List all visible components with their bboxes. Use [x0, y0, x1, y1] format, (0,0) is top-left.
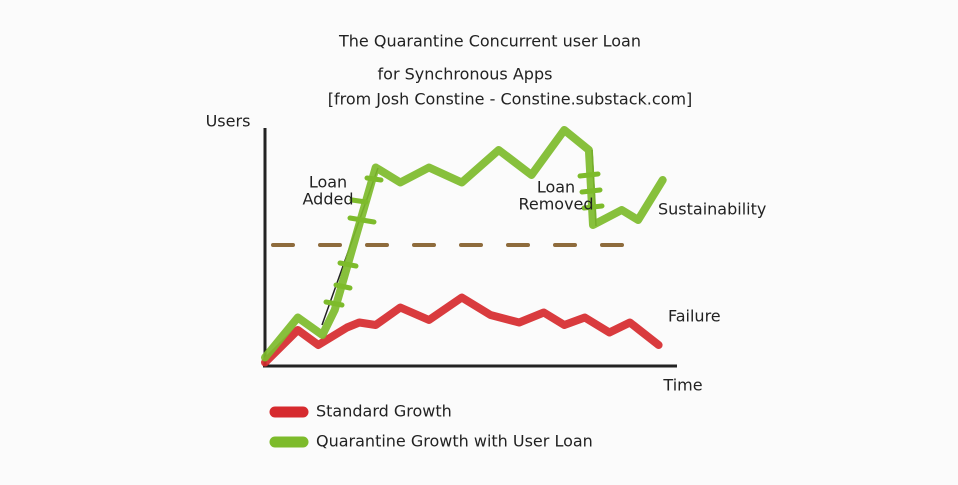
annotation: Loan [309, 173, 347, 192]
x-axis-label: Time [662, 376, 702, 395]
annotation: Added [303, 190, 354, 209]
plot-area [261, 126, 667, 367]
legend-label: Quarantine Growth with User Loan [316, 432, 593, 451]
annotation: Removed [518, 195, 593, 214]
annotation: Loan [537, 178, 575, 197]
chart-title: The Quarantine Concurrent user Loan [338, 32, 641, 51]
loan-hatches [323, 171, 605, 308]
y-axis-label: Users [206, 112, 251, 131]
annotation: Sustainability [658, 200, 766, 219]
series-line [261, 126, 667, 362]
legend: Standard Growth Quarantine Growth with Us… [269, 402, 593, 451]
chart-subtitle: for Synchronous Apps [378, 65, 553, 84]
chart-source: [from Josh Constine - Constine.substack.… [328, 90, 693, 109]
series-line [261, 293, 663, 367]
annotation: Failure [668, 307, 721, 326]
legend-label: Standard Growth [316, 402, 452, 421]
